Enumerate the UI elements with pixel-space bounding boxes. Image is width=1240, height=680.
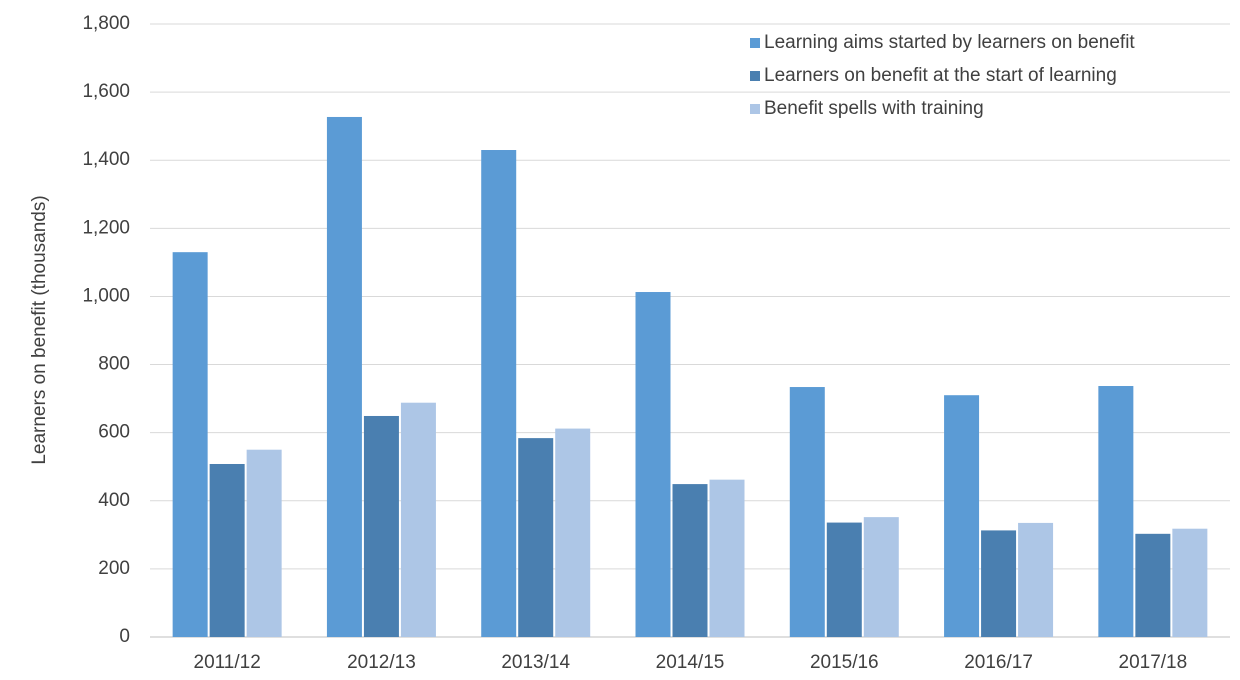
bar <box>363 415 399 637</box>
bar <box>326 116 362 637</box>
y-tick-label: 1,000 <box>82 285 130 306</box>
bar <box>1172 528 1208 637</box>
bar <box>400 402 436 637</box>
bar <box>518 438 554 637</box>
bar <box>981 530 1017 637</box>
x-tick-label: 2012/13 <box>347 652 416 673</box>
legend-swatch <box>750 38 760 48</box>
x-tick-label: 2014/15 <box>656 652 725 673</box>
bar <box>1098 386 1134 637</box>
y-tick-label: 400 <box>98 490 130 511</box>
bar <box>789 387 825 637</box>
x-tick-label: 2017/18 <box>1119 652 1188 673</box>
y-tick-label: 1,400 <box>82 149 130 170</box>
bar <box>635 292 671 637</box>
bar <box>672 484 708 637</box>
y-tick-label: 1,600 <box>82 81 130 102</box>
bar <box>555 428 591 637</box>
x-tick-label: 2016/17 <box>964 652 1033 673</box>
bar <box>172 252 208 637</box>
legend-label: Learners on benefit at the start of lear… <box>764 65 1117 86</box>
bar <box>246 449 282 637</box>
y-axis-title: Learners on benefit (thousands) <box>29 195 50 464</box>
y-tick-label: 1,800 <box>82 13 130 34</box>
legend-swatch <box>750 104 760 114</box>
bar <box>944 395 980 637</box>
legend-label: Learning aims started by learners on ben… <box>764 32 1135 53</box>
y-tick-label: 600 <box>98 422 130 443</box>
bar <box>1018 522 1054 637</box>
x-tick-label: 2013/14 <box>501 652 570 673</box>
bar <box>863 517 899 637</box>
y-tick-label: 800 <box>98 354 130 375</box>
x-tick-label: 2015/16 <box>810 652 879 673</box>
y-tick-label: 200 <box>98 558 130 579</box>
y-tick-label: 0 <box>119 626 130 647</box>
bar <box>826 522 862 637</box>
bar <box>709 479 745 637</box>
legend-swatch <box>750 71 760 81</box>
legend-label: Benefit spells with training <box>764 98 984 119</box>
bar <box>209 463 245 637</box>
bar <box>481 150 517 637</box>
bar <box>1135 533 1171 637</box>
y-tick-label: 1,200 <box>82 217 130 238</box>
x-tick-label: 2011/12 <box>194 652 261 673</box>
